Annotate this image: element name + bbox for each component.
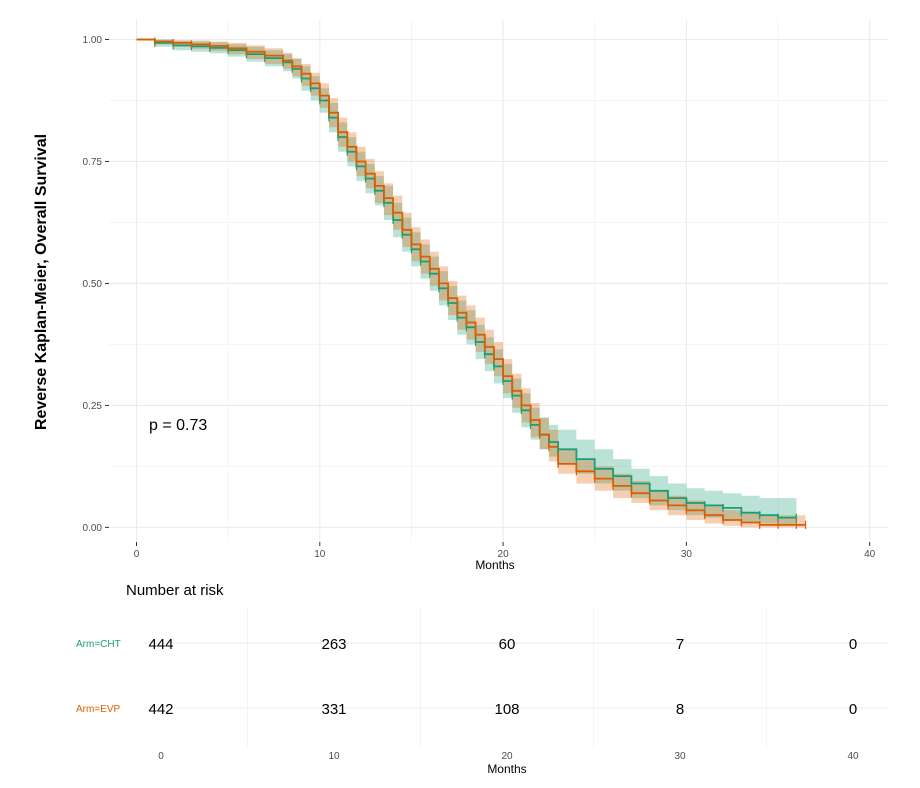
- x-tick-label: 10: [314, 549, 326, 560]
- x-axis-title: Months: [475, 558, 514, 572]
- x-tick-label: 20: [498, 549, 510, 560]
- y-tick-label: 0.50: [83, 279, 103, 290]
- survival-curves: [136, 38, 806, 526]
- risk-x-tick-label: 40: [847, 751, 859, 762]
- risk-count: 0: [849, 636, 857, 653]
- risk-count: 331: [321, 701, 346, 718]
- grid: [109, 20, 888, 542]
- risk-count: 0: [849, 701, 857, 718]
- x-tick-label: 30: [681, 549, 693, 560]
- risk-count: 444: [148, 636, 173, 653]
- y-tick-label: 0.25: [83, 401, 103, 412]
- risk-table-x-axis-title: Months: [487, 762, 526, 776]
- y-axis-title: Reverse Kaplan-Meier, Overall Survival: [33, 134, 50, 430]
- y-tick-label: 1.00: [83, 35, 103, 46]
- risk-table-rows: Arm=CHT 444 263 60 7 0 Arm=EVP 442 331 108 8 0: [76, 636, 857, 718]
- risk-count: 108: [494, 701, 519, 718]
- risk-table-grid: [143, 607, 888, 747]
- risk-table: Number at risk Arm=CHT 444 263 60 7 0 Arm=EVP 4…: [76, 582, 888, 776]
- risk-x-tick-label: 20: [501, 751, 513, 762]
- x-axis-ticks: 0 10 20 30 40: [134, 542, 876, 560]
- survival-plot: 0.00 0.25 0.50 0.75 1.00 0 10 20 30 40 Months Re…: [33, 20, 888, 572]
- risk-count: 442: [148, 701, 173, 718]
- survival-curve-arm-evp: [136, 38, 806, 526]
- y-tick-label: 0.00: [83, 523, 103, 534]
- p-value-annotation: p = 0.73: [149, 417, 207, 434]
- risk-x-tick-label: 0: [158, 751, 164, 762]
- risk-row-label: Arm=CHT: [76, 639, 121, 650]
- risk-x-tick-label: 10: [328, 751, 340, 762]
- risk-count: 60: [499, 636, 516, 653]
- y-tick-label: 0.75: [83, 157, 103, 168]
- risk-count: 8: [676, 701, 684, 718]
- risk-count: 263: [321, 636, 346, 653]
- y-axis-ticks: 0.00 0.25 0.50 0.75 1.00: [83, 35, 109, 534]
- x-tick-label: 0: [134, 549, 140, 560]
- risk-table-title: Number at risk: [126, 582, 224, 599]
- risk-table-x-ticks: 0 10 20 30 40: [158, 751, 859, 762]
- risk-row-label: Arm=EVP: [76, 704, 121, 715]
- x-tick-label: 40: [864, 549, 876, 560]
- risk-count: 7: [676, 636, 684, 653]
- censor-marks: [154, 37, 807, 529]
- risk-x-tick-label: 30: [674, 751, 686, 762]
- survival-curve-arm-cht: [136, 38, 797, 519]
- plot-panel: [109, 20, 888, 542]
